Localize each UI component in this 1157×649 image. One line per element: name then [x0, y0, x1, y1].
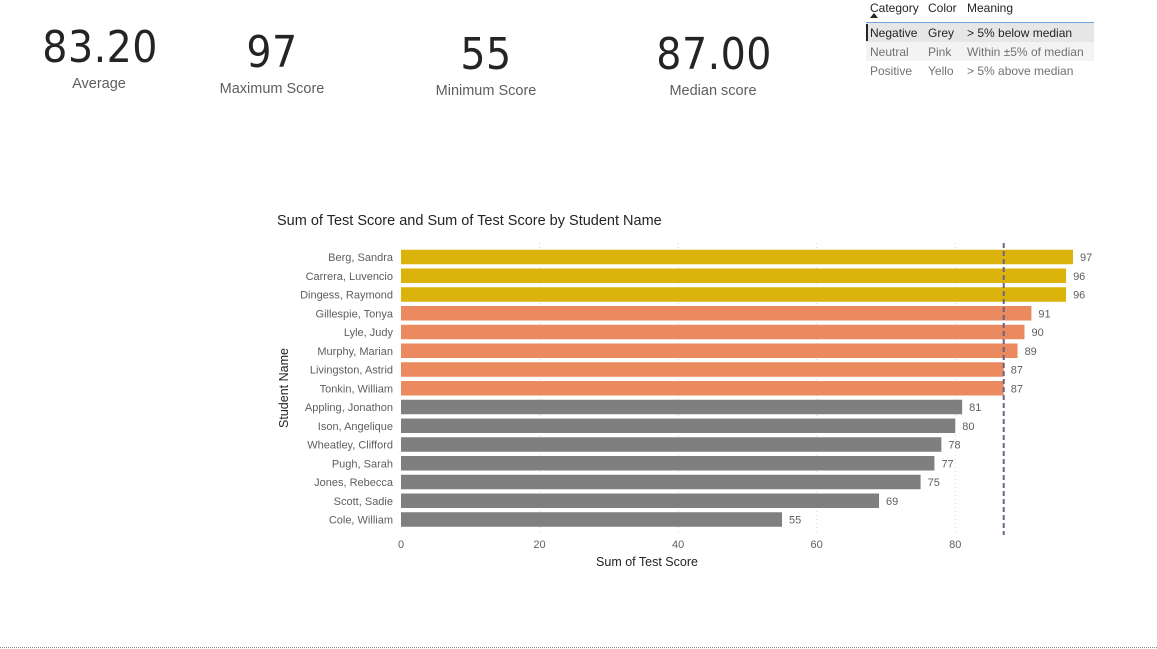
table-cell: Neutral — [870, 45, 909, 59]
x-tick-label: 40 — [672, 539, 684, 551]
median-score-card: 87.00 Median score — [650, 29, 776, 99]
table-cell: Pink — [928, 45, 952, 59]
y-tick-label: Cole, William — [329, 515, 393, 527]
bar — [401, 493, 880, 508]
sort-ascending-icon[interactable] — [870, 13, 878, 18]
table-cell: Grey — [928, 26, 955, 40]
data-label: 97 — [1080, 252, 1092, 264]
bar — [401, 287, 1067, 302]
data-label: 96 — [1073, 290, 1085, 302]
bar — [401, 343, 1018, 358]
header-color[interactable]: Color — [928, 1, 957, 15]
y-tick-label: Wheatley, Clifford — [307, 440, 393, 452]
median-score-label: Median score — [669, 83, 757, 99]
data-label: 75 — [928, 477, 940, 489]
table-row[interactable]: Neutral Pink Within ±5% of median — [866, 42, 1094, 61]
y-tick-label: Murphy, Marian — [317, 346, 393, 358]
y-tick-label: Tonkin, William — [320, 383, 393, 395]
x-tick-label: 80 — [949, 539, 961, 551]
category-legend-table: Category Color Meaning Negative Grey > 5… — [866, 0, 1094, 80]
data-label: 69 — [886, 496, 898, 508]
maximum-score-card: 97 Maximum Score — [212, 27, 332, 97]
bar — [401, 474, 921, 490]
y-axis-title: Student Name — [277, 348, 291, 428]
bar — [401, 456, 935, 471]
bar — [401, 399, 963, 415]
bar — [401, 512, 783, 527]
maximum-score-value: 97 — [246, 27, 298, 78]
table-row[interactable]: Negative Grey > 5% below median — [866, 23, 1094, 42]
bar — [401, 381, 1004, 396]
average-value: 83.20 — [42, 22, 158, 73]
y-tick-label: Livingston, Astrid — [310, 365, 393, 377]
bar — [401, 249, 1073, 265]
y-tick-label: Scott, Sadie — [334, 496, 393, 508]
data-label: 89 — [1025, 346, 1037, 358]
table-cell: Negative — [870, 26, 918, 40]
bar — [401, 418, 956, 433]
data-label: 91 — [1038, 308, 1050, 320]
page-divider — [0, 647, 1157, 648]
chart-title: Sum of Test Score and Sum of Test Score … — [277, 213, 662, 229]
y-tick-label: Jones, Rebecca — [314, 477, 394, 489]
average-label: Average — [72, 76, 126, 92]
y-tick-label: Ison, Angelique — [318, 421, 393, 433]
data-label: 87 — [1011, 365, 1023, 377]
table-row[interactable]: Positive Yello > 5% above median — [866, 61, 1094, 80]
data-label: 90 — [1032, 327, 1044, 339]
bar — [401, 324, 1025, 340]
bar — [401, 268, 1067, 283]
y-tick-label: Dingess, Raymond — [300, 290, 393, 302]
average-card: 83.20 Average — [36, 22, 162, 92]
y-tick-label: Pugh, Sarah — [332, 458, 393, 470]
minimum-score-value: 55 — [460, 29, 512, 80]
data-label: 55 — [789, 515, 801, 527]
x-axis-title: Sum of Test Score — [596, 555, 698, 569]
table-cell: Positive — [870, 64, 913, 78]
table-header: Category Color Meaning — [866, 0, 1094, 23]
header-meaning[interactable]: Meaning — [967, 1, 1014, 15]
x-tick-label: 0 — [398, 539, 404, 551]
minimum-score-label: Minimum Score — [435, 83, 537, 99]
table-cell: Within ±5% of median — [967, 45, 1084, 59]
header-category[interactable]: Category — [870, 1, 919, 15]
bars — [401, 249, 1073, 527]
data-label: 96 — [1073, 271, 1085, 283]
maximum-score-label: Maximum Score — [219, 81, 325, 97]
table-cell: > 5% above median — [967, 64, 1074, 78]
data-label: 81 — [969, 402, 981, 414]
bar — [401, 437, 942, 452]
minimum-score-card: 55 Minimum Score — [426, 29, 546, 99]
data-label: 87 — [1011, 383, 1023, 395]
x-tick-label: 20 — [533, 539, 545, 551]
data-label: 78 — [948, 440, 960, 452]
x-tick-label: 60 — [811, 539, 823, 551]
y-tick-label: Carrera, Luvencio — [306, 271, 393, 283]
y-tick-label: Appling, Jonathon — [305, 402, 393, 414]
y-tick-label: Lyle, Judy — [344, 327, 394, 339]
bar — [401, 306, 1032, 321]
labels: 0 20 40 60 80 Berg, Sandra 97 Carrera, Luvencio… — [300, 252, 1092, 551]
table-cell: Yello — [928, 64, 954, 78]
table-cell: > 5% below median — [967, 26, 1073, 40]
bar — [401, 362, 1004, 377]
y-tick-label: Berg, Sandra — [328, 252, 394, 264]
median-score-value: 87.00 — [656, 29, 772, 80]
data-label: 77 — [941, 458, 953, 470]
y-tick-label: Gillespie, Tonya — [316, 308, 394, 320]
data-label: 80 — [962, 421, 974, 433]
